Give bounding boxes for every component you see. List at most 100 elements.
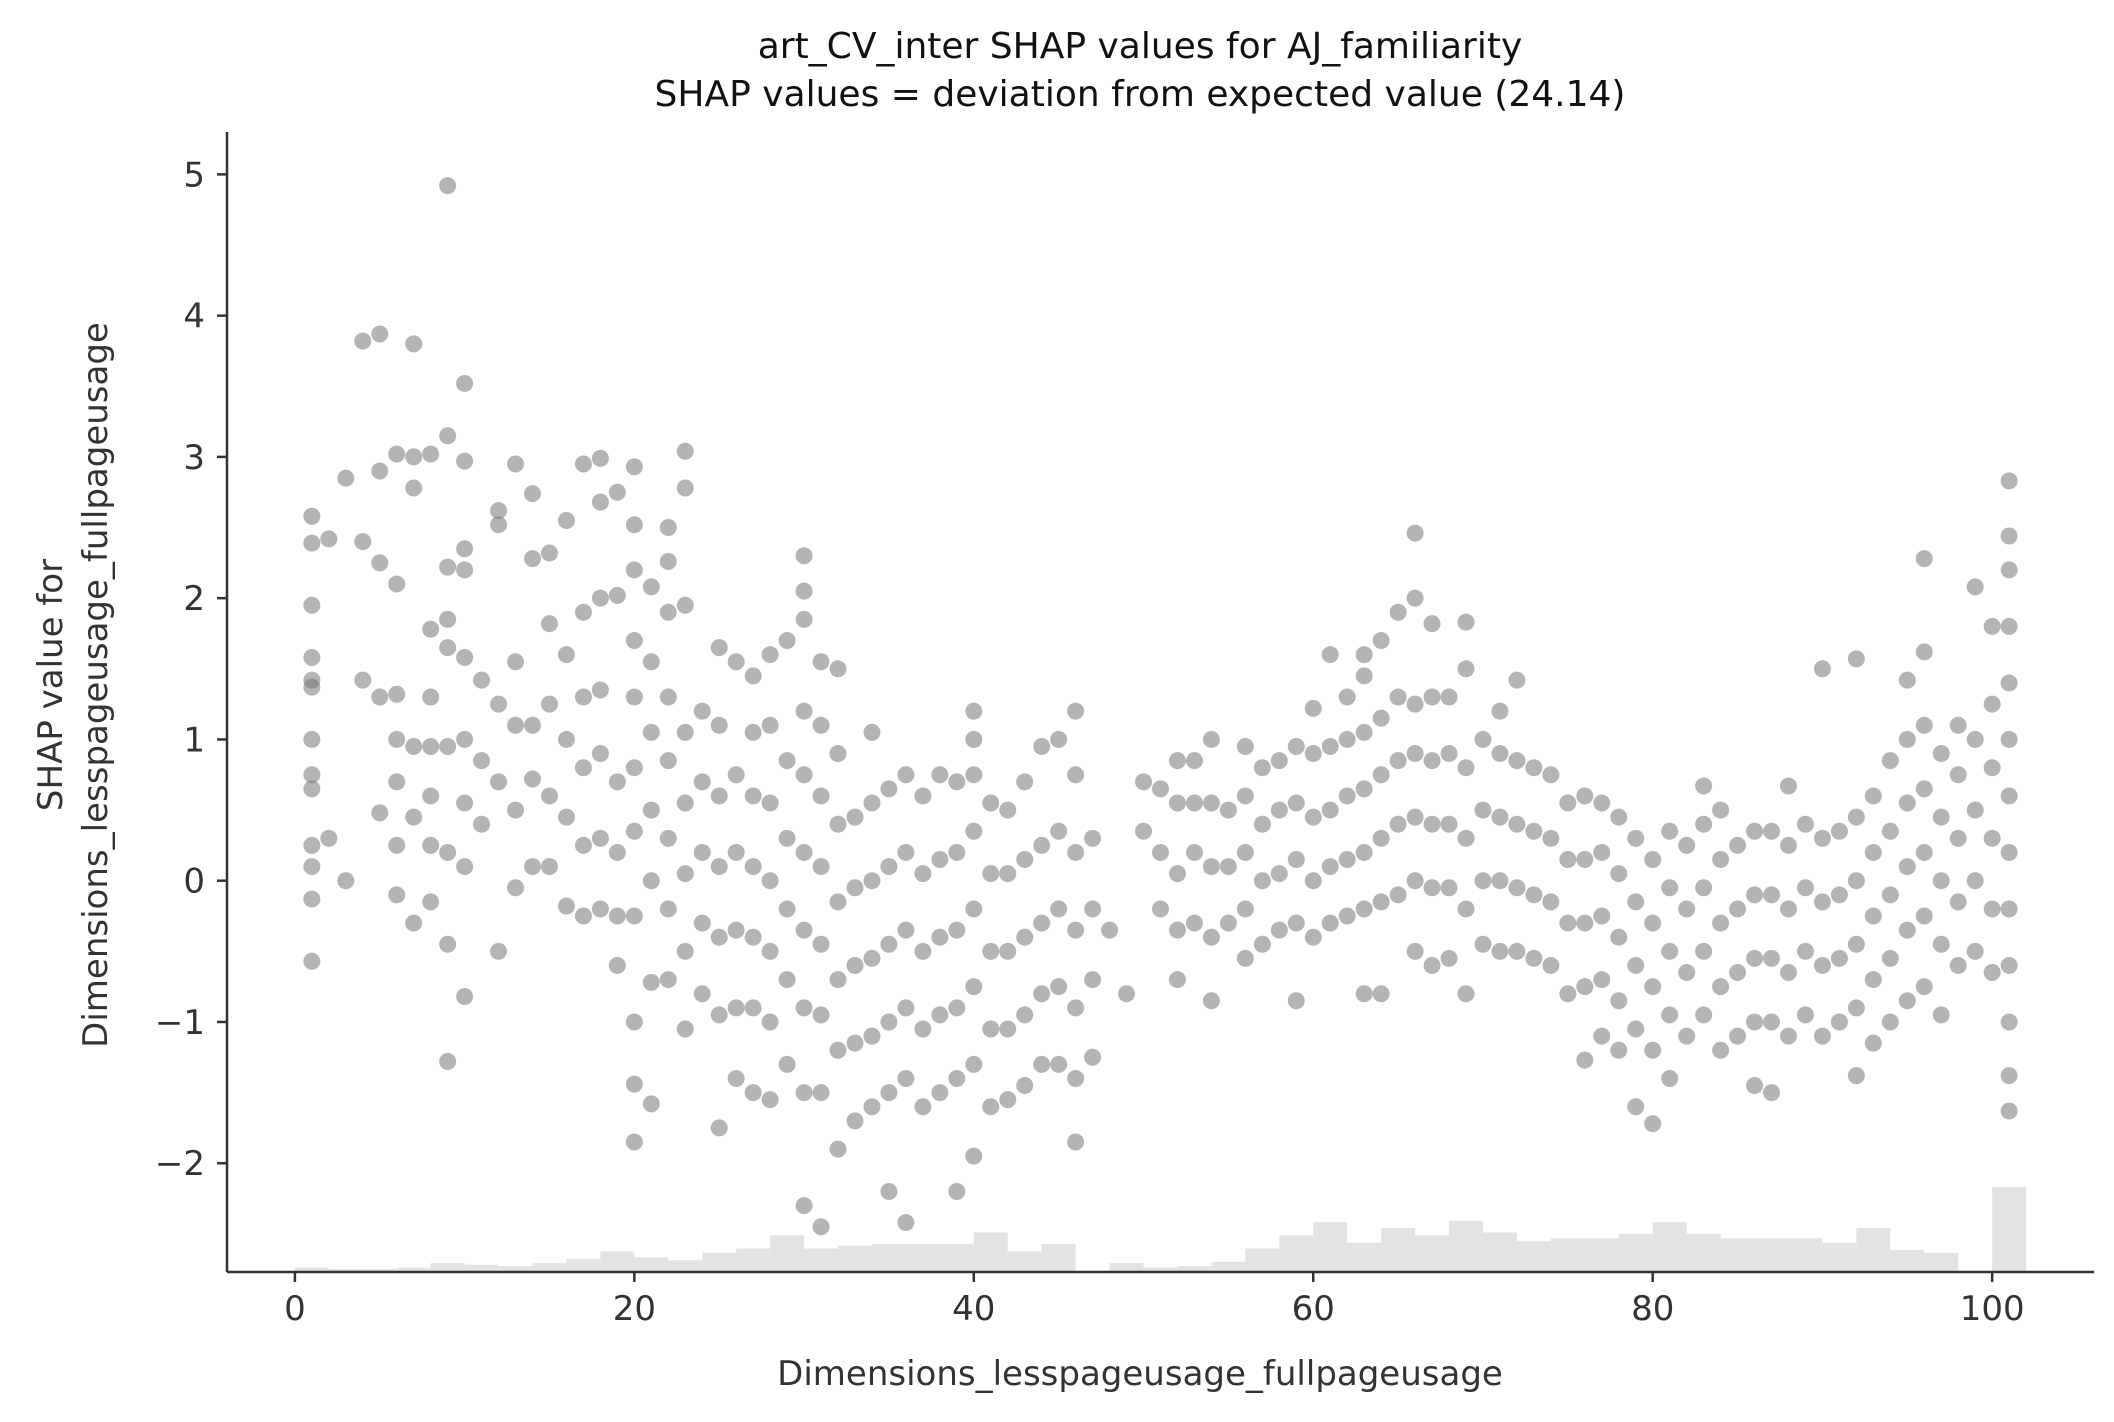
scatter-point bbox=[965, 766, 983, 784]
scatter-point bbox=[693, 773, 711, 791]
scatter-point bbox=[999, 1020, 1017, 1038]
scatter-point bbox=[1729, 1027, 1747, 1045]
scatter-point bbox=[880, 1013, 898, 1031]
histogram-bar bbox=[736, 1248, 771, 1272]
scatter-point bbox=[1457, 829, 1475, 847]
histogram-bar bbox=[1177, 1266, 1212, 1272]
scatter-point bbox=[507, 455, 525, 473]
y-tick-label: 1 bbox=[183, 720, 205, 760]
scatter-point bbox=[1830, 822, 1848, 840]
scatter-point bbox=[744, 999, 762, 1017]
scatter-point bbox=[1508, 752, 1526, 770]
scatter-point bbox=[456, 561, 474, 579]
histogram-bar bbox=[1381, 1228, 1416, 1272]
scatter-point bbox=[625, 1013, 643, 1031]
scatter-point bbox=[727, 999, 745, 1017]
scatter-point bbox=[897, 766, 915, 784]
scatter-point bbox=[2000, 730, 2018, 748]
scatter-point bbox=[999, 942, 1017, 960]
scatter-point bbox=[1576, 851, 1594, 869]
scatter-point bbox=[965, 978, 983, 996]
scatter-point bbox=[659, 688, 677, 706]
scatter-point bbox=[1152, 843, 1169, 861]
scatter-point bbox=[1525, 759, 1543, 777]
scatter-point bbox=[1830, 949, 1848, 967]
scatter-point bbox=[1372, 985, 1390, 1003]
scatter-point bbox=[1627, 956, 1645, 974]
scatter-point bbox=[829, 815, 847, 833]
scatter-point bbox=[812, 858, 830, 876]
scatter-point bbox=[1610, 1041, 1628, 1059]
scatter-point bbox=[625, 516, 643, 534]
scatter-point bbox=[744, 667, 762, 685]
scatter-point bbox=[829, 971, 847, 989]
scatter-point bbox=[591, 681, 609, 699]
scatter-point bbox=[507, 653, 525, 671]
scatter-point bbox=[1372, 709, 1390, 727]
scatter-point bbox=[388, 836, 406, 854]
scatter-point bbox=[1135, 822, 1153, 840]
scatter-point bbox=[439, 737, 457, 755]
scatter-point bbox=[388, 730, 406, 748]
scatter-point bbox=[1372, 829, 1390, 847]
scatter-point bbox=[642, 801, 660, 819]
scatter-point bbox=[659, 519, 677, 537]
scatter-point bbox=[676, 865, 694, 883]
scatter-point bbox=[1796, 815, 1814, 833]
scatter-point bbox=[1864, 971, 1882, 989]
scatter-point bbox=[829, 893, 847, 911]
scatter-point bbox=[1559, 851, 1577, 869]
scatter-point bbox=[914, 865, 932, 883]
scatter-point bbox=[1067, 766, 1085, 784]
scatter-point bbox=[1763, 949, 1781, 967]
scatter-point bbox=[1016, 1077, 1034, 1095]
scatter-point bbox=[1915, 716, 1933, 734]
scatter-point bbox=[2000, 1013, 2018, 1031]
scatter-point bbox=[659, 552, 677, 570]
scatter-point bbox=[744, 858, 762, 876]
scatter-point bbox=[1067, 921, 1085, 939]
scatter-point bbox=[1338, 787, 1356, 805]
histogram-bar bbox=[430, 1263, 465, 1272]
scatter-point bbox=[659, 900, 677, 918]
histogram-bar bbox=[532, 1263, 567, 1272]
scatter-point bbox=[965, 822, 983, 840]
scatter-point bbox=[1983, 617, 2001, 635]
scatter-point bbox=[1338, 730, 1356, 748]
scatter-point bbox=[557, 808, 575, 826]
scatter-point bbox=[846, 1112, 864, 1130]
scatter-point bbox=[524, 485, 542, 503]
scatter-point bbox=[965, 1147, 983, 1165]
scatter-point bbox=[1627, 893, 1645, 911]
scatter-point bbox=[914, 942, 932, 960]
scatter-point bbox=[1304, 872, 1322, 890]
scatter-point bbox=[1355, 646, 1373, 664]
scatter-point bbox=[744, 928, 762, 946]
scatter-point bbox=[1898, 794, 1916, 812]
scatter-point bbox=[880, 935, 898, 953]
scatter-point bbox=[1542, 956, 1560, 974]
scatter-point bbox=[574, 603, 592, 621]
scatter-point bbox=[1491, 942, 1509, 960]
scatter-point bbox=[1983, 900, 2001, 918]
scatter-point bbox=[422, 893, 440, 911]
scatter-point bbox=[1983, 829, 2001, 847]
scatter-point bbox=[2000, 674, 2018, 692]
x-tick-label: 0 bbox=[284, 1289, 306, 1329]
scatter-point bbox=[1881, 886, 1899, 904]
scatter-point bbox=[303, 730, 321, 748]
scatter-point bbox=[1661, 1006, 1679, 1024]
scatter-point bbox=[1321, 737, 1339, 755]
scatter-point bbox=[1627, 1020, 1645, 1038]
scatter-point bbox=[1813, 1027, 1831, 1045]
scatter-point bbox=[1796, 879, 1814, 897]
scatter-point bbox=[1746, 1077, 1764, 1095]
scatter-point bbox=[829, 1041, 847, 1059]
scatter-point bbox=[1236, 949, 1254, 967]
histogram-bar bbox=[1041, 1244, 1076, 1272]
scatter-point bbox=[1576, 1051, 1594, 1069]
scatter-point bbox=[761, 872, 779, 890]
scatter-point bbox=[1746, 886, 1764, 904]
scatter-point bbox=[1712, 914, 1730, 932]
scatter-point bbox=[2000, 1102, 2018, 1120]
